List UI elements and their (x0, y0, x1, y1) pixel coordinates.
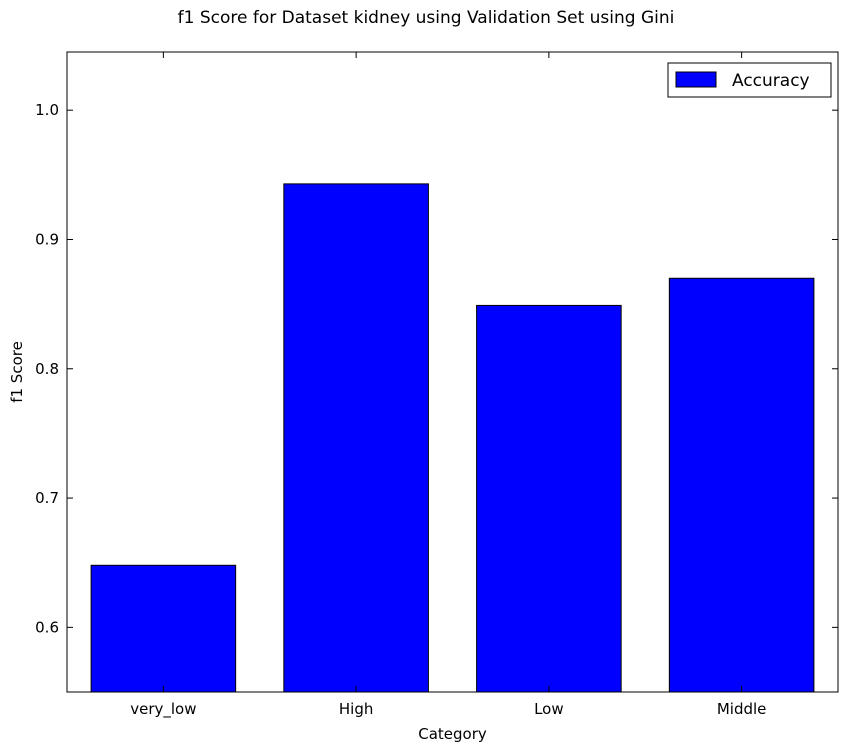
x-tick-label: Middle (717, 700, 767, 718)
y-axis-ticks: 0.6 0.7 0.8 0.9 1.0 (35, 101, 838, 636)
legend-swatch (675, 71, 717, 88)
bars-group (90, 183, 815, 693)
y-tick-label: 0.8 (35, 360, 59, 378)
bar-very_low (90, 564, 237, 693)
y-tick-label: 0.7 (35, 489, 59, 507)
y-axis-label: f1 Score (8, 341, 26, 403)
x-axis-label: Category (418, 725, 487, 743)
x-tick-label: Low (534, 700, 564, 718)
bar-High (283, 183, 429, 693)
x-tick-label: High (339, 700, 373, 718)
plot-frame (66, 51, 839, 693)
x-tick-label: very_low (130, 700, 196, 719)
chart-title: f1 Score for Dataset kidney using Valida… (177, 8, 675, 28)
y-tick-label: 1.0 (35, 101, 59, 119)
y-tick-label: 0.9 (35, 230, 59, 248)
x-axis-ticks: very_low High Low Middle (130, 52, 766, 719)
legend-label: Accuracy (732, 71, 810, 91)
legend: Accuracy (667, 62, 832, 98)
bar-Low (476, 304, 622, 693)
bar-Middle (668, 277, 815, 693)
y-tick-label: 0.6 (35, 618, 59, 636)
